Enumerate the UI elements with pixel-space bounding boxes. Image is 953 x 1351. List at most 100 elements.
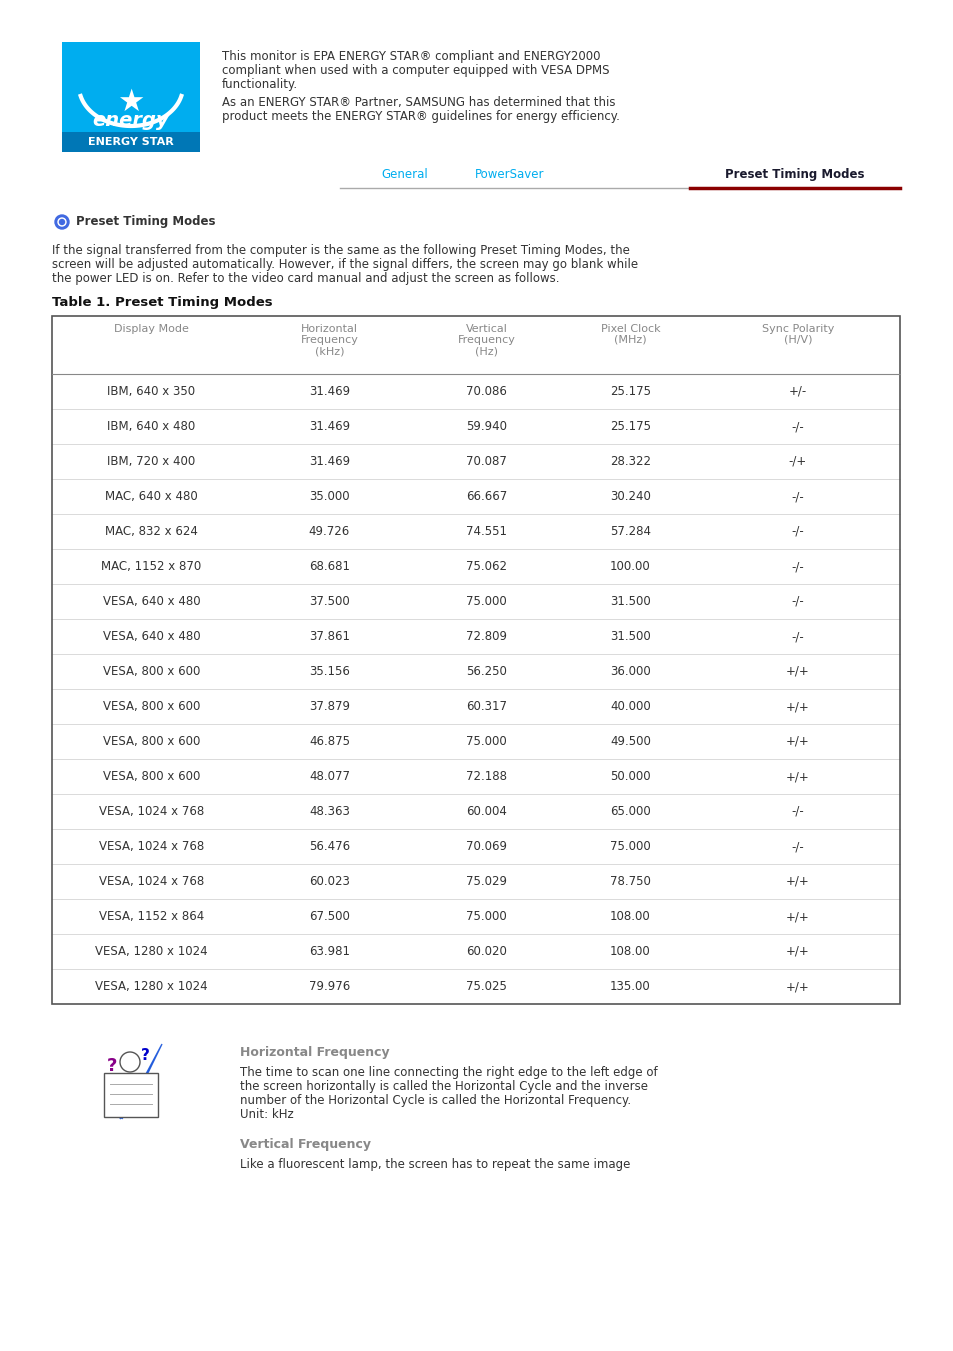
Text: 46.875: 46.875 [309,735,350,748]
Text: 67.500: 67.500 [309,911,350,923]
Text: -/+: -/+ [788,455,806,467]
Text: 63.981: 63.981 [309,944,350,958]
Text: 25.175: 25.175 [609,420,650,434]
Text: MAC, 832 x 624: MAC, 832 x 624 [105,526,197,538]
Text: 60.020: 60.020 [466,944,506,958]
Text: ★: ★ [117,88,145,116]
Text: Vertical Frequency: Vertical Frequency [240,1138,371,1151]
Text: -/-: -/- [791,840,803,852]
Text: Frequency: Frequency [457,335,515,345]
Text: -/-: -/- [791,420,803,434]
Text: Pixel Clock: Pixel Clock [600,324,659,334]
Text: 65.000: 65.000 [610,805,650,817]
Text: 31.500: 31.500 [610,630,650,643]
Text: 108.00: 108.00 [610,911,650,923]
Text: +/+: +/+ [785,875,809,888]
Text: compliant when used with a computer equipped with VESA DPMS: compliant when used with a computer equi… [222,63,609,77]
Text: The time to scan one line connecting the right edge to the left edge of: The time to scan one line connecting the… [240,1066,657,1079]
Text: 31.469: 31.469 [309,455,350,467]
FancyBboxPatch shape [62,132,200,153]
Text: 40.000: 40.000 [610,700,650,713]
Text: 75.000: 75.000 [610,840,650,852]
Text: +/+: +/+ [785,944,809,958]
Text: 57.284: 57.284 [609,526,650,538]
Text: 78.750: 78.750 [609,875,650,888]
Text: VESA, 1152 x 864: VESA, 1152 x 864 [99,911,204,923]
Text: +/+: +/+ [785,979,809,993]
Circle shape [58,218,66,226]
Bar [52,316,899,1004]
Text: 70.086: 70.086 [466,385,506,399]
Text: 100.00: 100.00 [610,561,650,573]
Text: 74.551: 74.551 [465,526,506,538]
FancyBboxPatch shape [104,1073,158,1117]
Text: 35.156: 35.156 [309,665,350,678]
Text: 50.000: 50.000 [610,770,650,784]
Text: IBM, 640 x 350: IBM, 640 x 350 [108,385,195,399]
Text: 31.469: 31.469 [309,420,350,434]
Text: IBM, 720 x 400: IBM, 720 x 400 [108,455,195,467]
Text: 75.000: 75.000 [466,911,506,923]
Text: 36.000: 36.000 [610,665,650,678]
Text: MAC, 640 x 480: MAC, 640 x 480 [105,490,197,503]
Text: 108.00: 108.00 [610,944,650,958]
Text: +/+: +/+ [785,911,809,923]
Text: 60.004: 60.004 [466,805,506,817]
Text: VESA, 800 x 600: VESA, 800 x 600 [103,770,200,784]
Text: 75.000: 75.000 [466,735,506,748]
Text: 70.087: 70.087 [466,455,506,467]
FancyBboxPatch shape [62,42,200,132]
Text: ?: ? [107,1056,117,1075]
Text: Horizontal: Horizontal [301,324,357,334]
Text: +/-: +/- [788,385,806,399]
Text: 28.322: 28.322 [609,455,650,467]
Text: 75.025: 75.025 [466,979,506,993]
Text: VESA, 1024 x 768: VESA, 1024 x 768 [99,875,204,888]
Text: -/-: -/- [791,526,803,538]
Text: -/-: -/- [791,490,803,503]
Text: Preset Timing Modes: Preset Timing Modes [76,216,215,228]
Text: (MHz): (MHz) [614,335,646,345]
Text: (H/V): (H/V) [783,335,811,345]
Text: (kHz): (kHz) [314,346,344,357]
Circle shape [120,1052,140,1071]
Text: 48.363: 48.363 [309,805,350,817]
Text: -/-: -/- [791,594,803,608]
Text: 60.023: 60.023 [309,875,350,888]
Text: General: General [381,168,428,181]
Text: Horizontal Frequency: Horizontal Frequency [240,1046,389,1059]
Text: VESA, 640 x 480: VESA, 640 x 480 [103,630,200,643]
Circle shape [55,215,69,230]
Text: VESA, 1280 x 1024: VESA, 1280 x 1024 [95,944,208,958]
Text: 31.469: 31.469 [309,385,350,399]
Text: VESA, 1024 x 768: VESA, 1024 x 768 [99,805,204,817]
Text: 75.000: 75.000 [466,594,506,608]
Text: 49.726: 49.726 [309,526,350,538]
Text: 59.940: 59.940 [465,420,506,434]
Text: Sync Polarity: Sync Polarity [761,324,833,334]
Text: 37.879: 37.879 [309,700,350,713]
Text: VESA, 800 x 600: VESA, 800 x 600 [103,735,200,748]
Text: -/-: -/- [791,805,803,817]
Text: Like a fluorescent lamp, the screen has to repeat the same image: Like a fluorescent lamp, the screen has … [240,1158,630,1171]
Text: VESA, 800 x 600: VESA, 800 x 600 [103,700,200,713]
Text: +/+: +/+ [785,770,809,784]
Text: 68.681: 68.681 [309,561,350,573]
Text: -/-: -/- [791,630,803,643]
Text: the power LED is on. Refer to the video card manual and adjust the screen as fol: the power LED is on. Refer to the video … [52,272,558,285]
Text: 72.188: 72.188 [465,770,506,784]
Text: Unit: kHz: Unit: kHz [240,1108,294,1121]
Text: 37.500: 37.500 [309,594,350,608]
Text: Preset Timing Modes: Preset Timing Modes [724,168,863,181]
Text: -/-: -/- [791,561,803,573]
Circle shape [59,219,65,224]
Text: VESA, 1280 x 1024: VESA, 1280 x 1024 [95,979,208,993]
Text: number of the Horizontal Cycle is called the Horizontal Frequency.: number of the Horizontal Cycle is called… [240,1094,631,1106]
Text: Display Mode: Display Mode [114,324,189,334]
Text: 31.500: 31.500 [610,594,650,608]
Text: 56.476: 56.476 [309,840,350,852]
Text: (Hz): (Hz) [475,346,497,357]
Text: 35.000: 35.000 [309,490,350,503]
Text: +/+: +/+ [785,665,809,678]
Text: screen will be adjusted automatically. However, if the signal differs, the scree: screen will be adjusted automatically. H… [52,258,638,272]
